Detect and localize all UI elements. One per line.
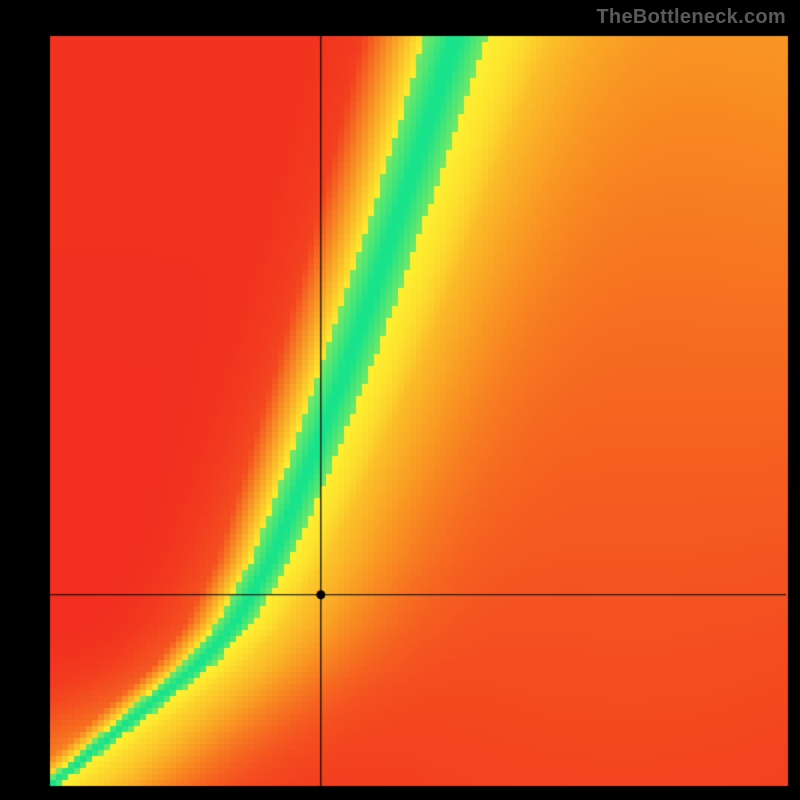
watermark-text: TheBottleneck.com — [596, 6, 786, 29]
heatmap-canvas — [0, 0, 800, 800]
